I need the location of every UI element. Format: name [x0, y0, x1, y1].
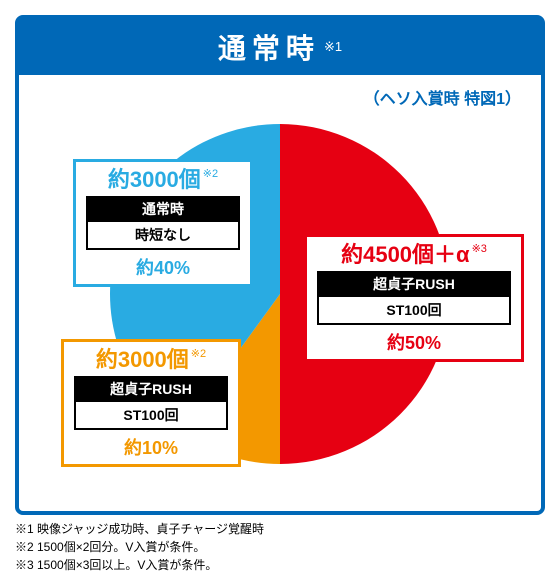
- callout-orange-mode: 超貞子RUSH: [74, 376, 228, 402]
- callout-orange: 約3000個※2 超貞子RUSH ST100回 約10%: [61, 339, 241, 467]
- callout-blue-sup: ※2: [203, 168, 218, 180]
- callout-orange-sup: ※2: [191, 348, 206, 360]
- subtitle: （ヘソ入賞時 特図1）: [364, 85, 521, 109]
- callout-red-mode: 超貞子RUSH: [317, 271, 511, 297]
- footnote-3: ※3 1500個×3回以上。V入賞が条件。: [15, 556, 545, 574]
- header-note-sup: ※1: [324, 39, 342, 55]
- callout-orange-pct: 約10%: [74, 434, 228, 460]
- callout-blue-amount: 約3000個※2: [86, 168, 240, 192]
- footnote-2: ※2 1500個×2回分。V入賞が条件。: [15, 538, 545, 556]
- panel-header: 通常時 ※1: [19, 19, 541, 75]
- callout-blue-pct: 約40%: [86, 254, 240, 280]
- callout-blue-amount-text: 約3000個: [108, 167, 201, 192]
- container: 通常時 ※1 （ヘソ入賞時 特図1） 約4500個＋α※3 超貞子RUSH ST…: [0, 0, 560, 576]
- callout-red-sup: ※3: [472, 243, 487, 255]
- chart-panel: 通常時 ※1 （ヘソ入賞時 特図1） 約4500個＋α※3 超貞子RUSH ST…: [15, 15, 545, 515]
- callout-orange-amount-text: 約3000個: [96, 347, 189, 372]
- callout-red-detail: ST100回: [317, 297, 511, 325]
- footnote-1: ※1 映像ジャッジ成功時、貞子チャージ覚醒時: [15, 520, 545, 538]
- header-title: 通常時: [218, 27, 320, 67]
- callout-blue: 約3000個※2 通常時 時短なし 約40%: [73, 159, 253, 287]
- footnotes: ※1 映像ジャッジ成功時、貞子チャージ覚醒時 ※2 1500個×2回分。V入賞が…: [15, 520, 545, 574]
- callout-red-amount-text: 約4500個＋α: [341, 242, 469, 267]
- callout-orange-detail: ST100回: [74, 402, 228, 430]
- callout-orange-amount: 約3000個※2: [74, 348, 228, 372]
- callout-blue-detail: 時短なし: [86, 222, 240, 250]
- callout-red: 約4500個＋α※3 超貞子RUSH ST100回 約50%: [304, 234, 524, 362]
- callout-blue-mode: 通常時: [86, 196, 240, 222]
- callout-red-pct: 約50%: [317, 329, 511, 355]
- callout-red-amount: 約4500個＋α※3: [317, 243, 511, 267]
